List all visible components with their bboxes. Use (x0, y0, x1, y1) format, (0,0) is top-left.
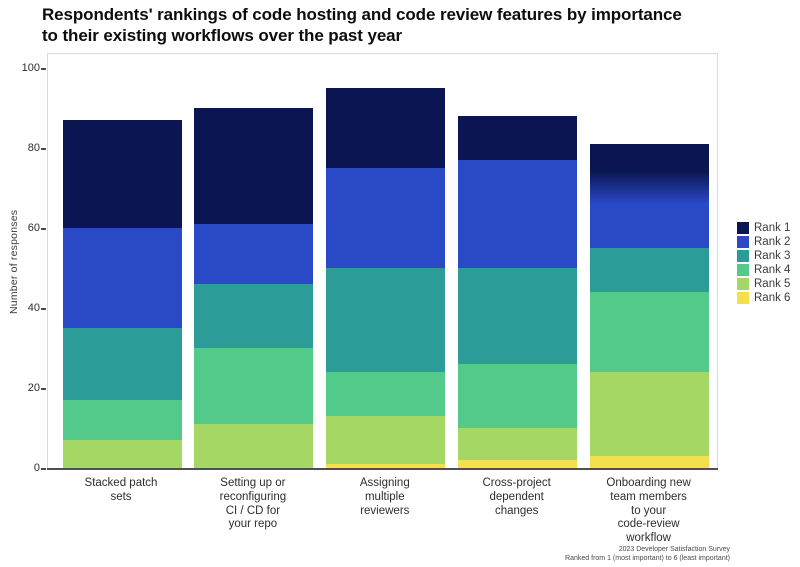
bar-segment-rank-3 (194, 284, 314, 348)
bar-segment-rank-4 (194, 348, 314, 424)
y-tick-mark (41, 228, 46, 230)
legend-item-rank-2: Rank 2 (737, 235, 790, 249)
bar-segment-rank-5 (458, 428, 578, 460)
bar-segment-rank-2 (326, 168, 446, 268)
legend-item-rank-3: Rank 3 (737, 249, 790, 263)
bar-segment-rank-6 (590, 456, 710, 468)
bar-segment-rank-4 (458, 364, 578, 428)
y-tick-label: 20 (27, 382, 40, 394)
bar-1 (62, 120, 182, 468)
y-tick-mark (41, 148, 46, 150)
y-tick-mark (41, 388, 46, 390)
legend-swatch (737, 278, 749, 290)
legend-label: Rank 1 (754, 222, 791, 234)
bar-segment-rank-5 (194, 424, 314, 468)
legend-item-rank-5: Rank 5 (737, 277, 790, 291)
bar-segment-rank-5 (62, 440, 182, 468)
y-tick-label: 0 (33, 462, 40, 474)
y-axis-label: Number of responses (8, 209, 20, 314)
bar-segment-rank-1 (62, 120, 182, 228)
bar-segment-rank-2 (194, 224, 314, 284)
bar-segment-rank-1 (590, 144, 710, 204)
bar-segment-rank-6 (326, 464, 446, 468)
bar-segment-rank-5 (590, 372, 710, 456)
bar-segment-rank-4 (590, 292, 710, 372)
x-axis-line (47, 468, 718, 470)
legend-label: Rank 6 (754, 292, 791, 304)
legend-item-rank-1: Rank 1 (737, 221, 790, 235)
y-tick-mark (41, 308, 46, 310)
bar-segment-rank-5 (326, 416, 446, 464)
y-tick-label: 60 (27, 222, 40, 234)
legend-swatch (737, 264, 749, 276)
legend-item-rank-6: Rank 6 (737, 291, 790, 305)
bar-segment-rank-3 (590, 248, 710, 292)
legend-label: Rank 5 (754, 278, 791, 290)
chart-title: Respondents' rankings of code hosting an… (42, 5, 682, 45)
x-axis-category-label: Cross-project dependent changes (482, 477, 551, 517)
bar-segment-rank-6 (458, 460, 578, 468)
legend-swatch (737, 222, 749, 234)
legend-label: Rank 2 (754, 236, 791, 248)
x-axis-category-label: Onboarding new team members to your code… (606, 477, 691, 545)
legend-swatch (737, 236, 749, 248)
legend-item-rank-4: Rank 4 (737, 263, 790, 277)
y-tick-mark (41, 468, 46, 470)
x-axis-category-label: Assigning multiple reviewers (359, 477, 410, 517)
legend: Rank 1 Rank 2 Rank 3 Rank 4 Rank 5 Rank 6 (737, 221, 790, 305)
x-axis-category-label: Setting up or reconfiguring CI / CD for … (219, 477, 287, 531)
bar-2 (194, 108, 314, 468)
bar-segment-rank-3 (458, 268, 578, 364)
y-tick-label: 80 (27, 142, 40, 154)
y-tick-label: 40 (27, 302, 40, 314)
plot-area (47, 53, 718, 470)
legend-swatch (737, 250, 749, 262)
bar-segment-rank-2 (590, 204, 710, 248)
bar-4 (458, 116, 578, 468)
footer-source: 2023 Developer Satisfaction Survey (618, 546, 730, 553)
bar-3 (326, 88, 446, 468)
bar-segment-rank-3 (326, 268, 446, 372)
bar-segment-rank-1 (194, 108, 314, 224)
footer-note: Ranked from 1 (most important) to 6 (lea… (565, 555, 730, 563)
y-tick-mark (41, 68, 46, 70)
x-axis-category-label: Stacked patch sets (84, 477, 158, 503)
legend-swatch (737, 292, 749, 304)
bar-segment-rank-1 (458, 116, 578, 160)
bar-segment-rank-4 (326, 372, 446, 416)
chart-footer: 2023 Developer Satisfaction Survey Ranke… (565, 545, 730, 564)
bar-segment-rank-1 (326, 88, 446, 168)
bar-segment-rank-2 (458, 160, 578, 268)
bar-segment-rank-3 (62, 328, 182, 400)
bar-segment-rank-2 (62, 228, 182, 328)
y-tick-label: 100 (21, 62, 40, 74)
bar-5 (590, 144, 710, 468)
legend-label: Rank 4 (754, 264, 791, 276)
legend-label: Rank 3 (754, 250, 791, 262)
bar-segment-rank-4 (62, 400, 182, 440)
